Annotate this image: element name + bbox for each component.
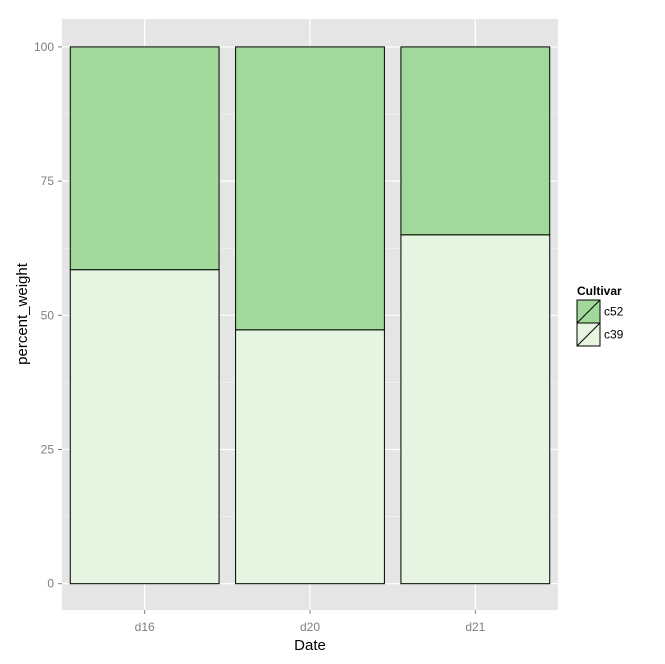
legend-title: Cultivar [577, 284, 622, 298]
legend-key-slash [576, 299, 601, 324]
bar-c52-d20 [235, 46, 385, 331]
y-tick-label: 50 [41, 308, 55, 322]
bar-c52-d21 [400, 46, 551, 236]
x-tick-label: d21 [465, 620, 485, 634]
y-tick-label: 100 [34, 40, 54, 54]
x-tick-label: d20 [300, 620, 320, 634]
bar-c52-d16 [69, 46, 220, 271]
y-tick-label: 0 [47, 577, 54, 591]
bar-c39-d16 [69, 269, 220, 585]
y-axis-title: percent_weight [14, 262, 31, 365]
y-tick-marks [58, 46, 62, 585]
y-tick-label: 75 [41, 174, 55, 188]
legend-key-slash [576, 322, 601, 347]
y-tick-labels: 0 25 50 75 100 [34, 40, 54, 591]
legend: Cultivar c52 c39 [576, 284, 624, 347]
y-tick-label: 25 [41, 443, 55, 457]
bar-c39-d21 [400, 234, 551, 585]
legend-label-c52: c52 [604, 305, 624, 319]
x-tick-labels: d16 d20 d21 [135, 620, 486, 634]
bar-c39-d20 [235, 329, 385, 585]
x-axis-title: Date [294, 637, 326, 654]
bars [69, 46, 551, 585]
x-tick-marks [144, 610, 476, 614]
legend-label-c39: c39 [604, 328, 624, 342]
x-tick-label: d16 [135, 620, 155, 634]
